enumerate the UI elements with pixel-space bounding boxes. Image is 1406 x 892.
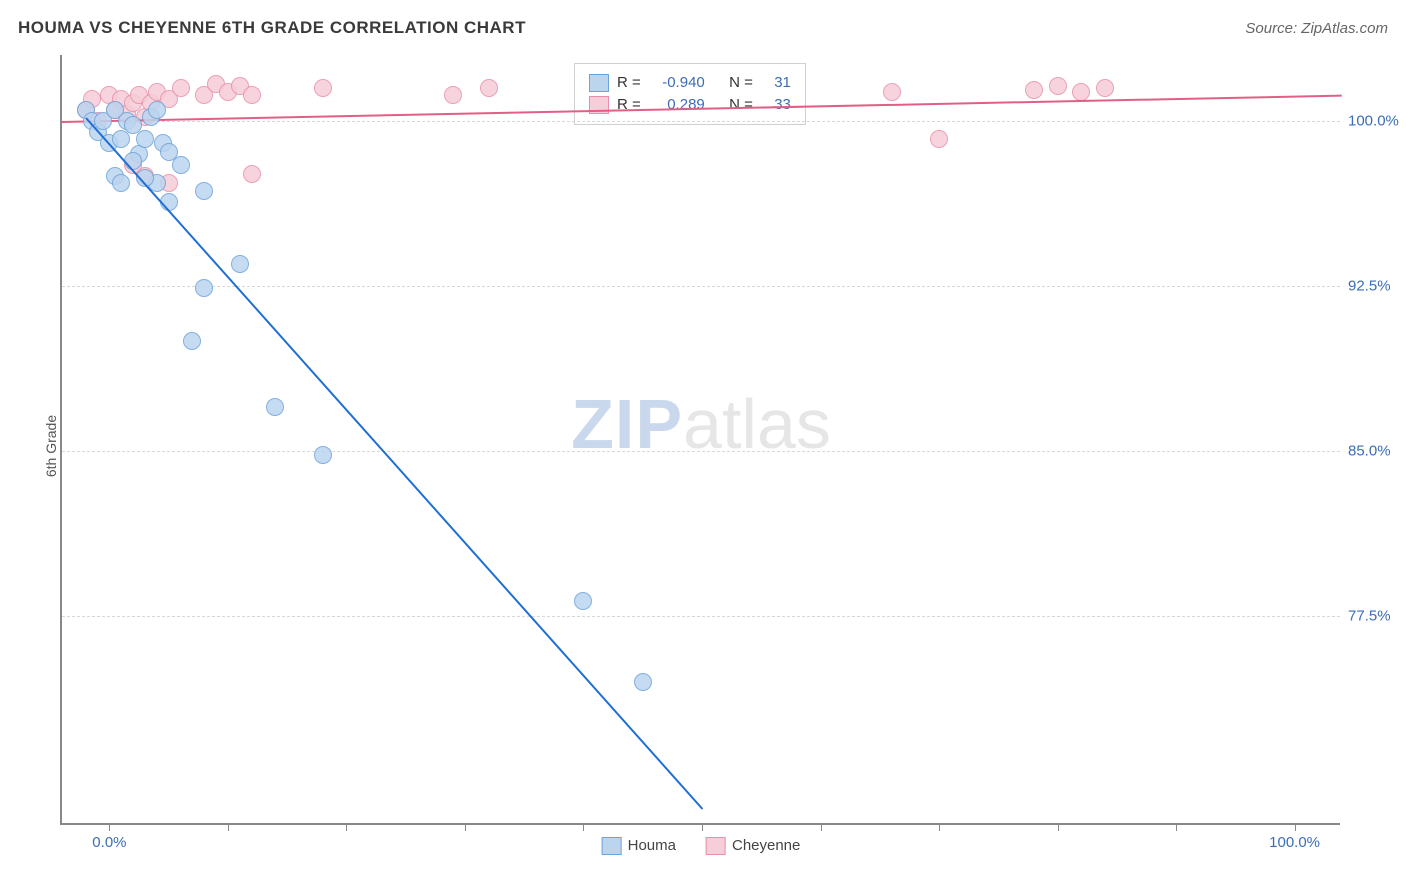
x-tick bbox=[346, 823, 347, 831]
cheyenne-point bbox=[444, 86, 462, 104]
houma-r-value: -0.940 bbox=[649, 74, 705, 91]
series-legend-item-cheyenne: Cheyenne bbox=[706, 837, 800, 855]
grid-line bbox=[62, 616, 1340, 617]
houma-point bbox=[195, 182, 213, 200]
stats-legend: R = -0.940 N = 31 R = 0.289 N = 33 bbox=[574, 63, 806, 125]
y-tick-label: 85.0% bbox=[1348, 443, 1406, 460]
stats-legend-row-cheyenne: R = 0.289 N = 33 bbox=[589, 94, 791, 116]
x-tick bbox=[1058, 823, 1059, 831]
x-tick bbox=[1176, 823, 1177, 831]
x-tick bbox=[821, 823, 822, 831]
series-label-houma: Houma bbox=[628, 837, 676, 854]
grid-line bbox=[62, 286, 1340, 287]
y-tick-label: 100.0% bbox=[1348, 113, 1406, 130]
series-legend: Houma Cheyenne bbox=[602, 837, 801, 855]
cheyenne-point bbox=[243, 86, 261, 104]
n-label: N = bbox=[729, 74, 753, 91]
x-tick bbox=[228, 823, 229, 831]
x-tick bbox=[109, 823, 110, 831]
cheyenne-point bbox=[314, 79, 332, 97]
y-tick-label: 77.5% bbox=[1348, 608, 1406, 625]
houma-point bbox=[136, 130, 154, 148]
source-attribution: Source: ZipAtlas.com bbox=[1245, 20, 1388, 37]
scatter-plot-area: ZIPatlas R = -0.940 N = 31 R = 0.289 N =… bbox=[60, 55, 1340, 825]
houma-point bbox=[172, 156, 190, 174]
n-label: N = bbox=[729, 96, 753, 113]
houma-point bbox=[574, 592, 592, 610]
cheyenne-point bbox=[1025, 81, 1043, 99]
houma-point bbox=[266, 398, 284, 416]
houma-point bbox=[231, 255, 249, 273]
x-tick-label-right: 100.0% bbox=[1269, 834, 1320, 851]
cheyenne-point bbox=[1096, 79, 1114, 97]
houma-point bbox=[195, 279, 213, 297]
x-tick bbox=[583, 823, 584, 831]
y-tick-label: 92.5% bbox=[1348, 278, 1406, 295]
x-tick bbox=[1295, 823, 1296, 831]
grid-line bbox=[62, 121, 1340, 122]
houma-n-value: 31 bbox=[761, 74, 791, 91]
stats-legend-row-houma: R = -0.940 N = 31 bbox=[589, 72, 791, 94]
houma-trend-line bbox=[85, 117, 703, 809]
cheyenne-n-value: 33 bbox=[761, 96, 791, 113]
r-label: R = bbox=[617, 74, 641, 91]
x-tick bbox=[939, 823, 940, 831]
cheyenne-point bbox=[1049, 77, 1067, 95]
houma-point bbox=[183, 332, 201, 350]
houma-point bbox=[112, 174, 130, 192]
series-legend-item-houma: Houma bbox=[602, 837, 676, 855]
legend-swatch-houma bbox=[602, 837, 622, 855]
cheyenne-point bbox=[480, 79, 498, 97]
cheyenne-point bbox=[1072, 83, 1090, 101]
chart-title: HOUMA VS CHEYENNE 6TH GRADE CORRELATION … bbox=[18, 18, 526, 38]
legend-swatch-houma bbox=[589, 74, 609, 92]
houma-point bbox=[124, 152, 142, 170]
cheyenne-point bbox=[243, 165, 261, 183]
x-tick-label-left: 0.0% bbox=[92, 834, 126, 851]
x-tick bbox=[702, 823, 703, 831]
houma-point bbox=[148, 101, 166, 119]
legend-swatch-cheyenne bbox=[706, 837, 726, 855]
grid-line bbox=[62, 451, 1340, 452]
houma-point bbox=[314, 446, 332, 464]
y-axis-label: 6th Grade bbox=[43, 415, 59, 477]
source-prefix: Source: bbox=[1245, 20, 1301, 37]
x-tick bbox=[465, 823, 466, 831]
cheyenne-point bbox=[883, 83, 901, 101]
cheyenne-point bbox=[172, 79, 190, 97]
chart-header: HOUMA VS CHEYENNE 6TH GRADE CORRELATION … bbox=[18, 18, 1388, 38]
houma-point bbox=[634, 673, 652, 691]
cheyenne-point bbox=[930, 130, 948, 148]
source-name: ZipAtlas.com bbox=[1301, 20, 1388, 37]
series-label-cheyenne: Cheyenne bbox=[732, 837, 800, 854]
